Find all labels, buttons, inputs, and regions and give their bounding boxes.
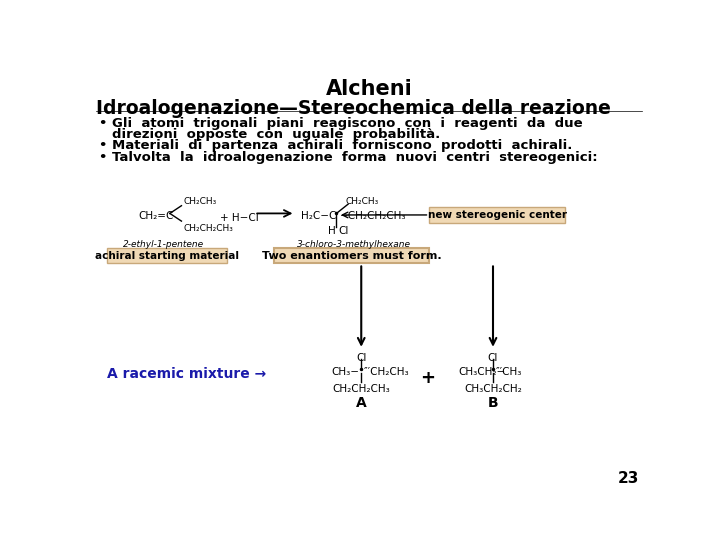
Text: CH₃CH₂CH₂: CH₃CH₂CH₂ — [464, 383, 522, 394]
Bar — [429, 207, 565, 222]
Text: •: • — [98, 117, 106, 130]
Text: CH₂=C: CH₂=C — [138, 211, 174, 221]
Text: ′′′CH₂CH₃: ′′′CH₂CH₃ — [364, 367, 409, 377]
Text: H₂C−C: H₂C−C — [301, 211, 336, 221]
Text: ′′′CH₃: ′′′CH₃ — [495, 367, 522, 377]
Text: Gli  atomi  trigonali  piani  reagiscono  con  i  reagenti  da  due: Gli atomi trigonali piani reagiscono con… — [112, 117, 582, 130]
Text: Alcheni: Alcheni — [325, 79, 413, 99]
Text: Cl: Cl — [338, 226, 348, 237]
Text: H: H — [328, 226, 336, 237]
Text: CH₂CH₂CH₃: CH₂CH₂CH₃ — [333, 383, 390, 394]
Text: CH₂CH₃: CH₂CH₃ — [346, 197, 379, 206]
Text: +: + — [420, 369, 435, 387]
Text: CH₂CH₂CH₃: CH₂CH₂CH₃ — [184, 224, 234, 233]
Text: Idroalogenazione—Stereochemica della reazione: Idroalogenazione—Stereochemica della rea… — [96, 99, 611, 118]
Text: new stereogenic center: new stereogenic center — [428, 210, 567, 220]
Text: •: • — [98, 151, 106, 164]
Text: •: • — [98, 139, 106, 152]
Bar — [274, 248, 429, 264]
Text: Materiali  di  partenza  achirali  forniscono  prodotti  achirali.: Materiali di partenza achirali forniscon… — [112, 139, 572, 152]
Text: −CH₂CH₂CH₃: −CH₂CH₂CH₃ — [340, 211, 406, 221]
Text: direzioni  opposte  con  uguale  probabilità.: direzioni opposte con uguale probabilità… — [112, 128, 440, 141]
Text: achiral starting material: achiral starting material — [95, 251, 239, 261]
Text: 3-chloro-3-methylhexane: 3-chloro-3-methylhexane — [297, 240, 410, 249]
Text: Cl: Cl — [488, 353, 498, 363]
Text: CH₃CH₂−: CH₃CH₂− — [458, 367, 505, 377]
Text: A racemic mixture →: A racemic mixture → — [107, 367, 266, 381]
Text: A: A — [356, 396, 366, 410]
Text: Cl: Cl — [356, 353, 366, 363]
Text: 2-ethyl-1-pentene: 2-ethyl-1-pentene — [123, 240, 204, 249]
Text: Talvolta  la  idroalogenazione  forma  nuovi  centri  stereogenici:: Talvolta la idroalogenazione forma nuovi… — [112, 151, 598, 164]
Text: Two enantiomers must form.: Two enantiomers must form. — [262, 251, 442, 261]
Text: B: B — [487, 396, 498, 410]
Text: 23: 23 — [617, 471, 639, 487]
Text: CH₂CH₃: CH₂CH₃ — [184, 197, 217, 206]
Bar — [107, 248, 228, 264]
Text: CH₃−: CH₃− — [332, 367, 360, 377]
Text: + H−Cl: + H−Cl — [220, 213, 259, 222]
